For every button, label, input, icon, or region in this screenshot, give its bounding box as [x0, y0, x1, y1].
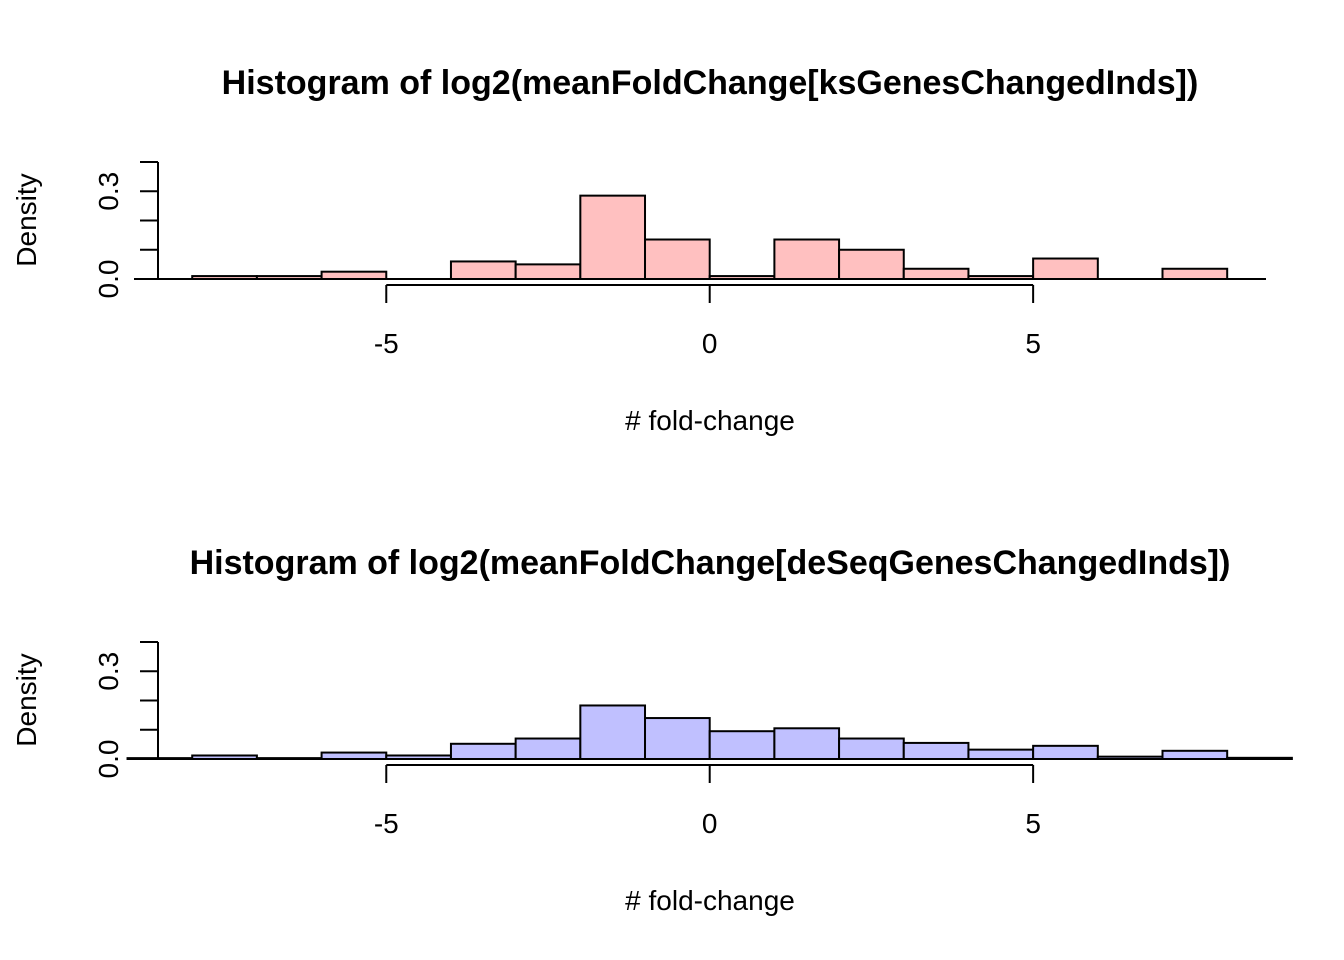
histogram-bar [514, 737, 582, 761]
histogram-bar [255, 757, 323, 760]
y-axis-label: Density [11, 173, 42, 266]
chart-title: Histogram of log2(meanFoldChange[deSeqGe… [190, 544, 1231, 582]
histogram-bar [644, 717, 711, 760]
histogram-bar [449, 260, 517, 281]
histogram-panel-ks: Histogram of log2(meanFoldChange[ksGenes… [11, 64, 1266, 436]
histogram-bar [126, 757, 194, 760]
x-tick-label: -5 [374, 808, 399, 839]
histogram-bar [967, 748, 1035, 761]
histogram-bar [1032, 744, 1099, 761]
histogram-bar [1032, 257, 1099, 280]
x-tick-label: 5 [1025, 328, 1041, 359]
histogram-bar [967, 275, 1035, 281]
histogram-bar [579, 194, 647, 280]
y-tick-label: 0.0 [93, 260, 124, 299]
histogram-bar [449, 742, 517, 760]
x-tick-label: 0 [702, 328, 718, 359]
histogram-bar [320, 270, 388, 280]
histogram-bar [838, 737, 905, 761]
histogram-bar [902, 741, 970, 760]
histogram-bar [255, 275, 323, 281]
y-axis: 0.0 0.3 [93, 641, 159, 779]
y-tick-label: 0.3 [93, 172, 124, 211]
x-axis: -5 0 5 [374, 764, 1041, 839]
histogram-bar [385, 754, 452, 760]
x-axis-label: # fold-change [625, 405, 795, 436]
histogram-bar [514, 263, 582, 280]
histogram-bar [708, 275, 776, 281]
histogram-bar [773, 238, 841, 280]
histogram-bar [320, 751, 388, 761]
histogram-bar [708, 730, 776, 761]
y-axis-label: Density [11, 653, 42, 746]
histogram-bar [579, 704, 647, 760]
histogram-bar [644, 238, 711, 280]
x-tick-label: -5 [374, 328, 399, 359]
y-tick-label: 0.3 [93, 652, 124, 691]
histogram-bar [191, 754, 258, 760]
y-axis: 0.0 0.3 [93, 161, 159, 299]
bars-group [134, 194, 1266, 281]
histogram-panel-deseq: Histogram of log2(meanFoldChange[deSeqGe… [11, 544, 1293, 916]
histogram-bar [838, 248, 905, 280]
x-tick-label: 0 [702, 808, 718, 839]
y-tick-label: 0.0 [93, 740, 124, 779]
histogram-bar [902, 267, 970, 281]
histogram-bar [191, 275, 258, 281]
histogram-bar [1161, 267, 1229, 281]
x-tick-label: 5 [1025, 808, 1041, 839]
histogram-bar [1161, 749, 1229, 760]
x-axis-label: # fold-change [625, 885, 795, 916]
histogram-bar [1226, 756, 1293, 761]
chart-title: Histogram of log2(meanFoldChange[ksGenes… [222, 64, 1199, 102]
histogram-bar [1096, 755, 1164, 760]
histogram-bar [773, 727, 841, 760]
bars-group [126, 704, 1293, 761]
x-axis: -5 0 5 [374, 284, 1041, 359]
